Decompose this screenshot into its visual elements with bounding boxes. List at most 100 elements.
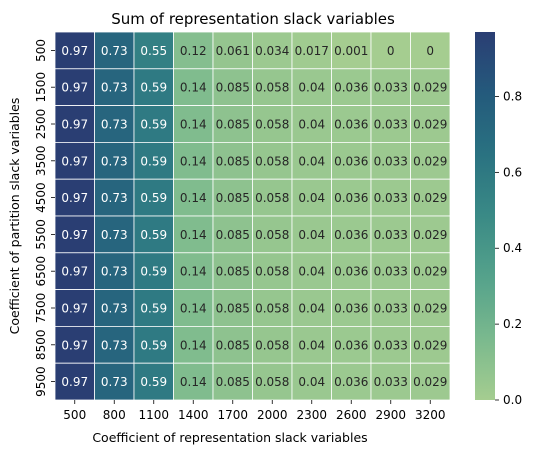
cell-value-label: 0.033 [374,191,408,205]
cell-value-label: 0.04 [298,302,325,316]
cell-value-label: 0.73 [101,191,128,205]
cell-value-label: 0.029 [413,338,447,352]
heatmap-cell [291,68,332,107]
cell-value-label: 0.033 [374,228,408,242]
heatmap-cell [291,325,332,364]
heatmap-cell [133,178,174,217]
x-tick-label: 1400 [178,408,209,422]
heatmap-cell [291,289,332,327]
x-tick-label: 2600 [336,408,367,422]
cell-value-label: 0 [387,44,395,58]
cell-value-label: 0.029 [413,228,447,242]
cell-value-label: 0.036 [334,118,368,132]
heatmap-cell [291,141,332,180]
cell-value-label: 0.97 [61,44,88,58]
cell-value-label: 0.14 [180,154,207,168]
heatmap-cell [410,325,451,364]
y-axis-ticks: 500 1500 2500 3500 4500 5500 6500 7500 8500 9500 [34,39,55,397]
heatmap-cell [252,252,293,291]
heatmap-cell [212,289,253,327]
cell-value-label: 0.73 [101,302,128,316]
heatmap-cell [331,68,372,107]
cell-value-label: 0.029 [413,265,447,279]
cell-value-label: 0.033 [374,265,408,279]
x-axis-ticks: 500 800 1100 1400 1700 2000 2300 2600 2900 3200 [63,400,446,422]
cell-value-label: 0.033 [374,154,408,168]
cell-value-label: 0.036 [334,338,368,352]
colorbar-tick-label: 0.0 [503,393,522,407]
x-axis-label: Coefficient of representation slack vari… [92,430,367,445]
heatmap-cell [54,252,95,291]
cell-value-label: 0.97 [61,81,88,95]
cell-value-label: 0.058 [255,302,289,316]
colorbar-gradient [475,32,495,400]
cell-value-label: 0.14 [180,228,207,242]
cell-value-label: 0.14 [180,118,207,132]
cell-value-label: 0.04 [298,118,325,132]
x-tick-label: 1700 [217,408,248,422]
heatmap-cell [252,362,293,401]
heatmap-cell [252,289,293,327]
cell-value-label: 0.085 [216,338,250,352]
x-tick-label: 3200 [415,408,446,422]
y-tick-label: 9500 [34,366,48,397]
heatmap-cell [173,215,214,254]
heatmap-cell [291,178,332,217]
cell-value-label: 0.04 [298,265,325,279]
heatmap-cell [94,68,135,107]
heatmap-cell [54,31,95,70]
cell-value-label: 0.14 [180,81,207,95]
cell-value-label: 0.59 [140,375,167,389]
cell-value-label: 0 [426,44,434,58]
cell-value-label: 0.14 [180,191,207,205]
heatmap-cell [54,215,95,254]
cell-value-label: 0.085 [216,265,250,279]
colorbar-tick-label: 0.2 [503,317,522,331]
y-tick-label: 4500 [34,182,48,213]
heatmap-cell [370,289,411,327]
cell-value-label: 0.14 [180,265,207,279]
cell-value-label: 0.033 [374,338,408,352]
heatmap-cell [133,289,174,327]
y-axis-label: Coefficient of partition slack variables [7,98,22,335]
cell-value-label: 0.061 [216,44,250,58]
heatmap-cell [410,362,451,401]
heatmap-cell [331,31,372,70]
heatmap-cell [173,325,214,364]
cell-value-label: 0.029 [413,118,447,132]
cell-value-label: 0.59 [140,118,167,132]
cell-value-label: 0.036 [334,375,368,389]
heatmap-cells [54,31,451,401]
y-tick-label: 3500 [34,146,48,177]
cell-value-label: 0.04 [298,191,325,205]
cell-value-label: 0.59 [140,154,167,168]
cell-value-label: 0.036 [334,228,368,242]
heatmap-cell [252,178,293,217]
cell-value-label: 0.73 [101,338,128,352]
heatmap-cell [410,252,451,291]
cell-value-label: 0.97 [61,338,88,352]
heatmap-cell [94,289,135,327]
cell-value-label: 0.97 [61,154,88,168]
cell-value-label: 0.085 [216,302,250,316]
heatmap-cell [212,362,253,401]
cell-value-label: 0.029 [413,191,447,205]
heatmap-cell [94,178,135,217]
heatmap-cell [331,105,372,143]
heatmap-cell [370,325,411,364]
cell-value-label: 0.04 [298,154,325,168]
heatmap-cell [212,215,253,254]
cell-value-label: 0.058 [255,154,289,168]
heatmap-cell [94,31,135,70]
cell-value-label: 0.04 [298,81,325,95]
heatmap-cell [370,141,411,180]
heatmap-cell [331,252,372,291]
x-tick-label: 2300 [296,408,327,422]
heatmap-cell [252,141,293,180]
heatmap-cell [94,325,135,364]
cell-value-label: 0.036 [334,265,368,279]
cell-value-label: 0.14 [180,302,207,316]
heatmap-cell [291,252,332,291]
cell-value-label: 0.59 [140,265,167,279]
heatmap-cell [410,289,451,327]
